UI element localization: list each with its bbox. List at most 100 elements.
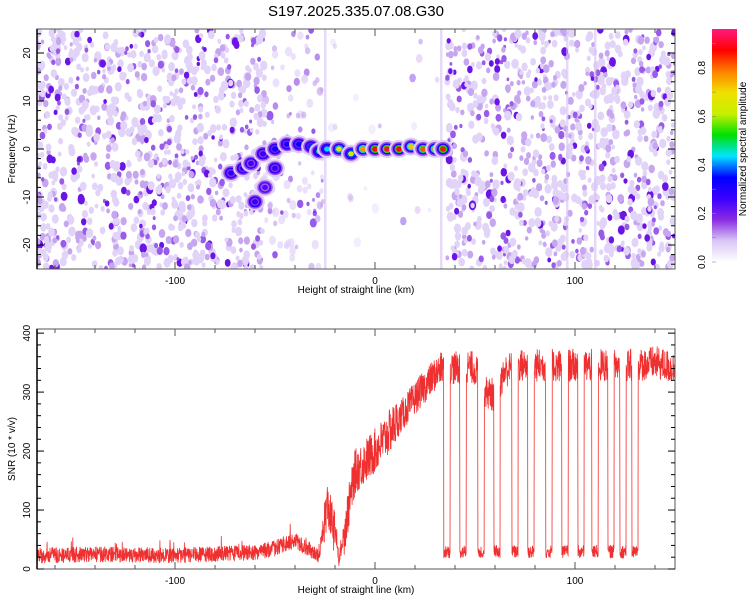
- noise-speckle: [570, 32, 576, 38]
- noise-speckle: [631, 259, 638, 267]
- noise-speckle: [159, 143, 165, 150]
- noise-speckle: [635, 213, 643, 224]
- noise-speckle: [552, 188, 560, 198]
- noise-speckle: [117, 225, 122, 231]
- noise-speckle: [202, 219, 208, 227]
- noise-speckle: [106, 65, 111, 71]
- noise-speckle: [120, 231, 127, 240]
- noise-speckle: [257, 94, 263, 103]
- noise-speckle: [211, 135, 215, 140]
- noise-speckle: [477, 46, 484, 54]
- noise-speckle: [454, 188, 460, 196]
- noise-speckle: [641, 180, 648, 190]
- noise-speckle: [129, 126, 135, 133]
- noise-speckle: [230, 246, 237, 255]
- noise-speckle: [112, 195, 118, 204]
- noise-speckle: [91, 260, 98, 268]
- noise-speckle: [132, 29, 140, 38]
- noise-speckle: [575, 47, 580, 53]
- signal-point: [336, 146, 342, 152]
- noise-speckle: [457, 210, 464, 218]
- snr-ticks: [37, 329, 675, 570]
- noise-speckle: [151, 199, 157, 207]
- noise-speckle: [537, 78, 542, 84]
- noise-speckle: [219, 152, 227, 162]
- x-axis-label: Height of straight line (km): [298, 285, 415, 296]
- noise-speckle: [158, 129, 164, 137]
- noise-speckle: [456, 198, 464, 208]
- y-axis-label: SNR (10 * v/v): [7, 417, 18, 481]
- noise-speckle: [161, 49, 168, 58]
- noise-speckle: [476, 35, 480, 40]
- noise-speckle: [168, 178, 177, 189]
- noise-speckle: [549, 119, 553, 124]
- noise-speckle: [71, 167, 77, 175]
- signal-branch-point: [272, 165, 278, 171]
- noise-speckle: [641, 161, 649, 171]
- noise-speckle: [217, 38, 222, 44]
- noise-speckle: [69, 57, 74, 63]
- noise-speckle: [607, 93, 615, 104]
- noise-speckle: [311, 239, 319, 250]
- noise-speckle: [481, 60, 486, 66]
- noise-speckle: [92, 235, 97, 241]
- noise-speckle: [582, 184, 587, 192]
- noise-speckle: [491, 254, 496, 260]
- noise-speckle: [189, 117, 195, 124]
- noise-speckle: [534, 77, 538, 82]
- noise-speckle: [80, 67, 85, 73]
- noise-speckle: [272, 251, 278, 259]
- noise-speckle: [168, 62, 176, 72]
- noise-speckle: [526, 152, 531, 159]
- noise-speckle: [610, 77, 615, 82]
- signal-point: [348, 151, 354, 157]
- noise-speckle: [629, 179, 635, 187]
- noise-speckle: [156, 156, 160, 162]
- noise-speckle: [37, 258, 41, 267]
- noise-speckle: [455, 180, 462, 189]
- noise-speckle: [612, 129, 620, 140]
- noise-speckle: [642, 223, 647, 230]
- noise-speckle: [99, 226, 106, 235]
- noise-speckle: [133, 216, 140, 224]
- signal-point: [440, 146, 446, 152]
- noise-speckle: [140, 168, 145, 176]
- noise-speckle: [558, 191, 565, 200]
- noise-speckle: [193, 92, 198, 97]
- noise-speckle: [560, 80, 567, 89]
- noise-speckle: [197, 195, 204, 204]
- noise-speckle: [547, 100, 554, 109]
- noise-speckle: [190, 193, 195, 200]
- noise-speckle: [41, 249, 47, 257]
- signal-branch-point: [252, 199, 258, 205]
- noise-speckle: [489, 178, 493, 183]
- noise-speckle: [173, 235, 180, 244]
- noise-speckle: [551, 39, 558, 48]
- noise-speckle: [156, 263, 162, 269]
- snr-plot: -100 0 100 0 100 200 300 400 Height of s…: [7, 324, 676, 596]
- noise-speckle: [223, 57, 229, 64]
- noise-speckle: [332, 123, 338, 131]
- noise-speckle: [532, 177, 536, 183]
- noise-speckle: [262, 172, 268, 180]
- noise-speckle: [84, 47, 89, 53]
- noise-speckle: [301, 111, 307, 119]
- noise-speckle: [79, 95, 84, 101]
- noise-speckle: [500, 167, 507, 177]
- noise-speckle: [75, 238, 80, 244]
- signal-point: [408, 144, 414, 150]
- noise-speckle: [293, 77, 300, 86]
- noise-speckle: [158, 229, 166, 238]
- noise-speckle: [658, 213, 663, 220]
- noise-speckle: [97, 115, 101, 121]
- noise-speckle: [503, 245, 510, 254]
- noise-speckle: [368, 124, 376, 134]
- noise-speckle: [467, 43, 473, 50]
- noise-speckle: [541, 86, 547, 93]
- noise-speckle: [55, 105, 60, 111]
- x-tick-label: 100: [567, 276, 584, 287]
- noise-speckle: [160, 209, 166, 216]
- noise-speckle: [570, 123, 576, 131]
- noise-speckle: [76, 161, 81, 166]
- noise-speckle: [308, 262, 315, 269]
